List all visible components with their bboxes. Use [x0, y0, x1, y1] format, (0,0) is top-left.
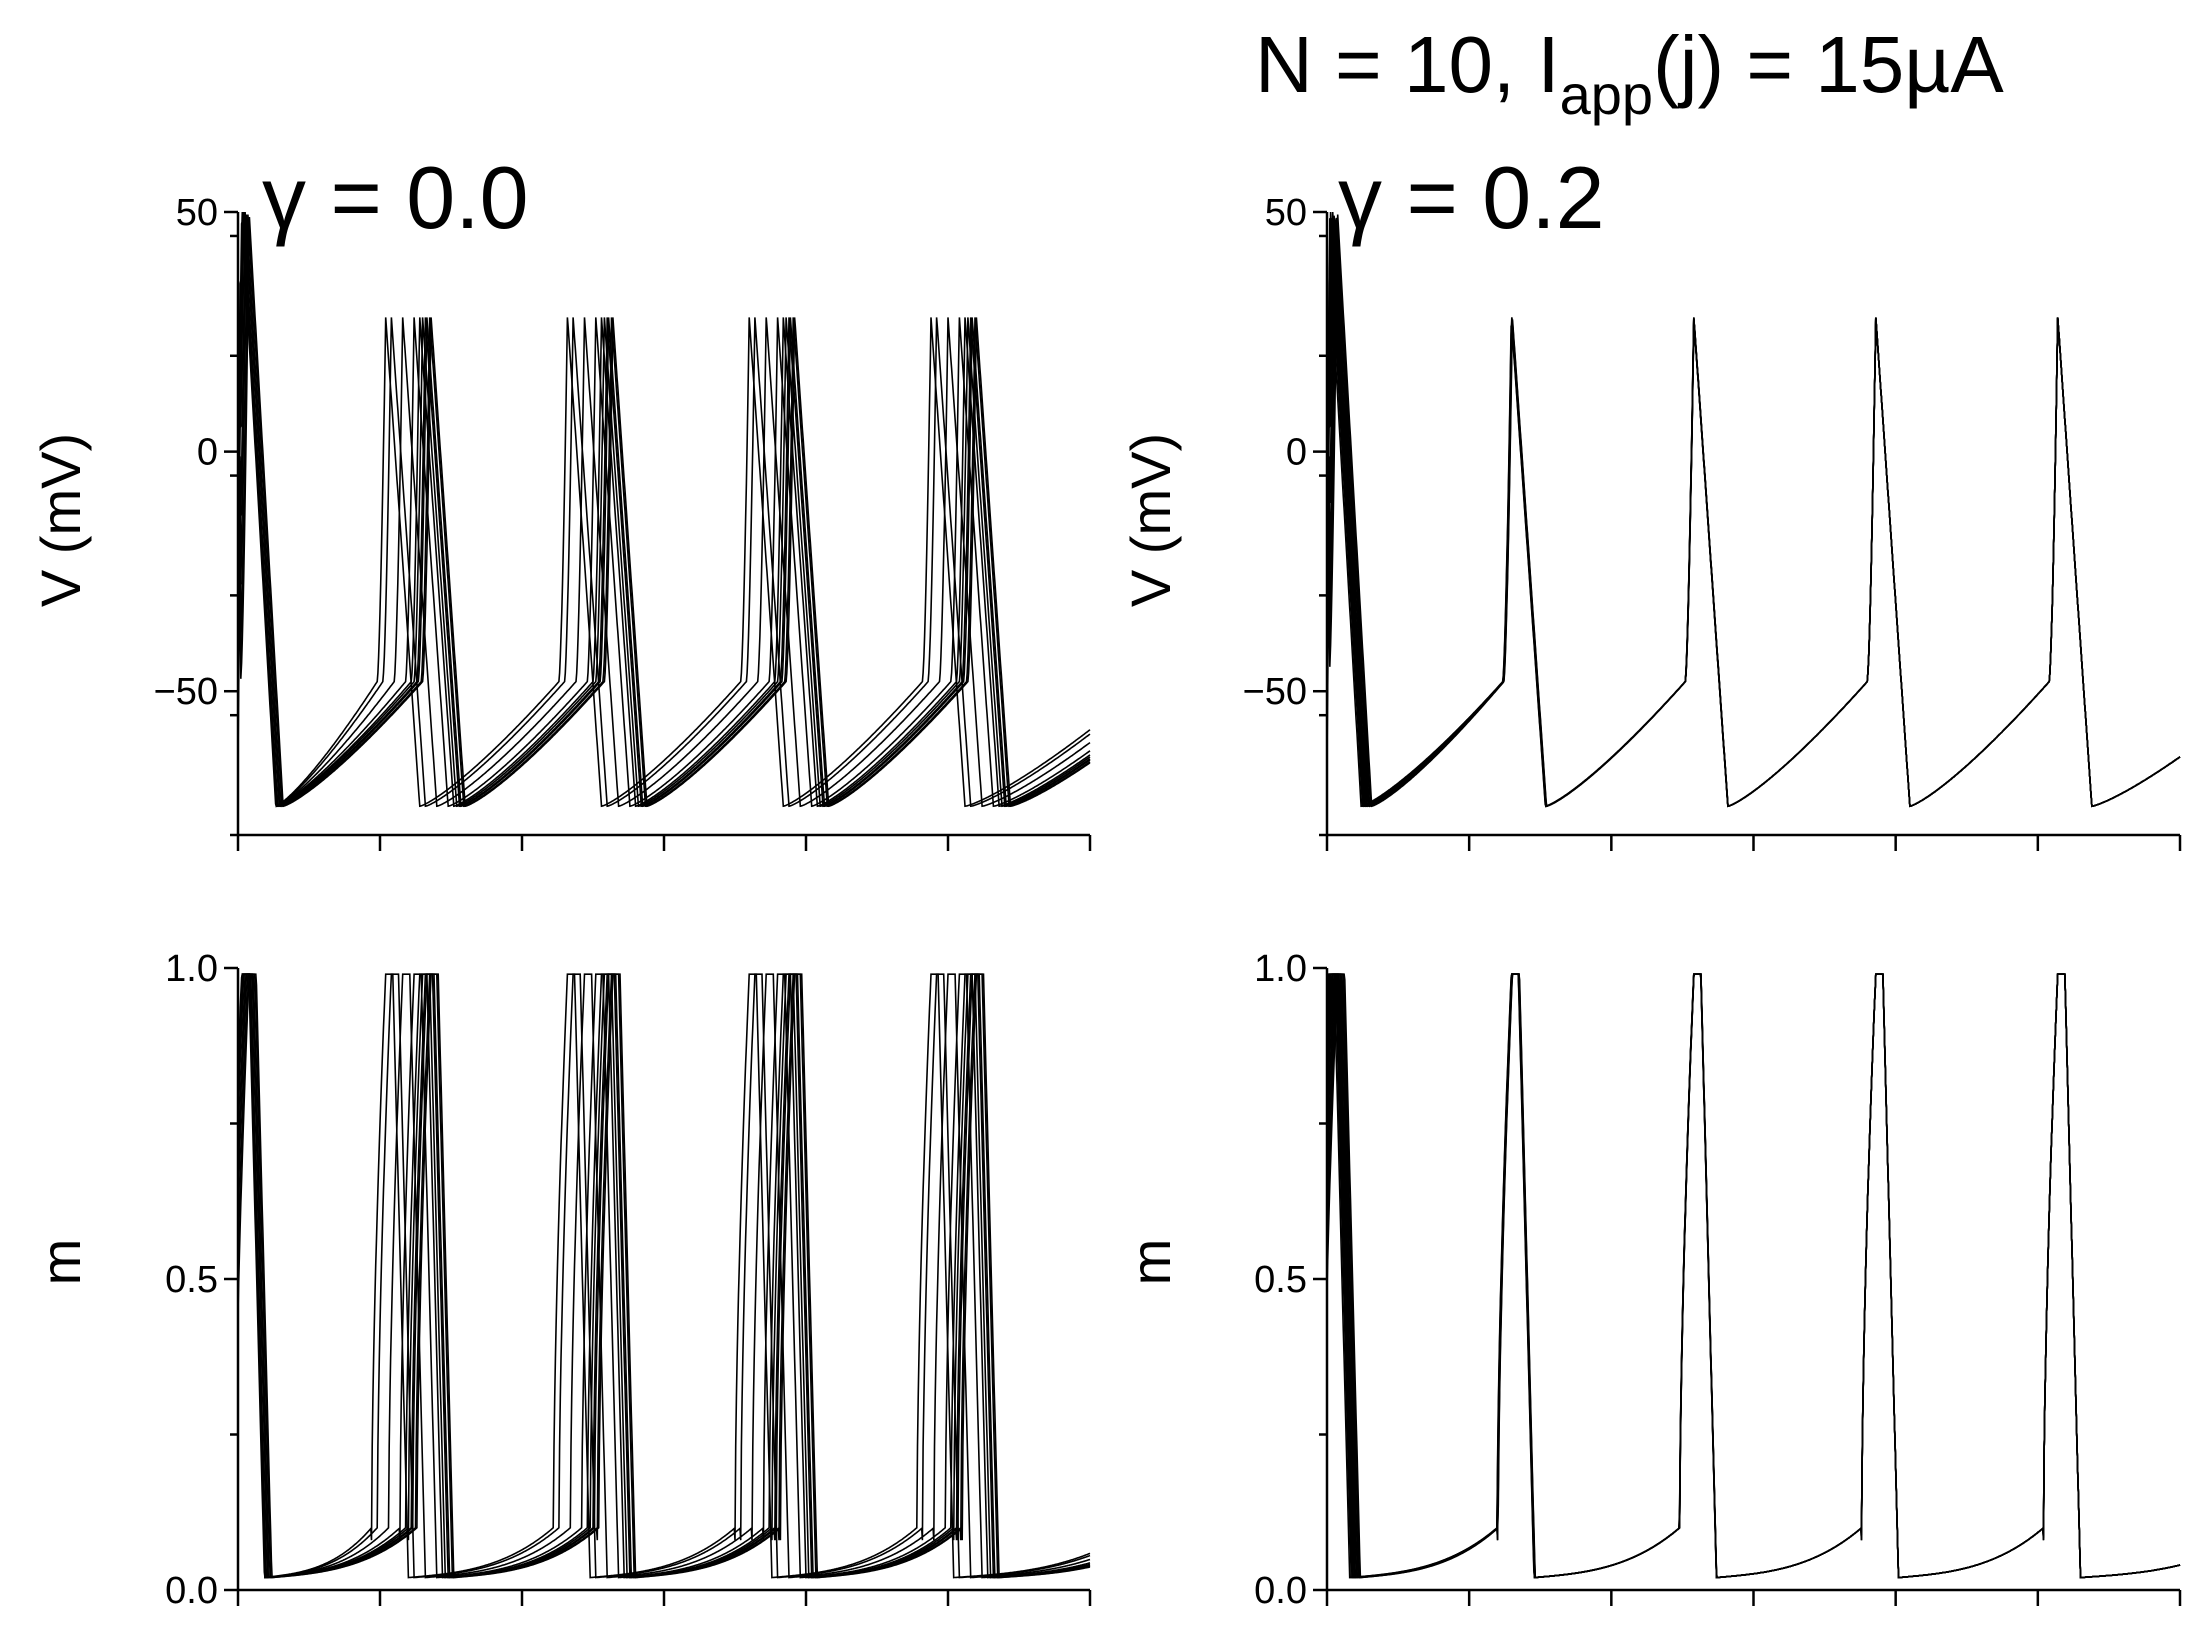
trace-group [237, 973, 1091, 1579]
trace-group [237, 211, 1091, 808]
neuron-trace-4 [237, 973, 1091, 1579]
y-tick-label: 1.0 [165, 948, 218, 990]
neuron-trace-7 [1326, 973, 2181, 1579]
neuron-trace-3 [1326, 973, 2181, 1579]
neuron-trace-4 [1326, 211, 2181, 808]
neuron-trace-4 [1326, 973, 2181, 1579]
neuron-trace-7 [237, 211, 1091, 808]
y-tick-label: 0.0 [165, 1570, 218, 1612]
panel-label-gamma: γ = 0.2 [1338, 148, 1605, 247]
y-tick-labels: 50 0 −50 [154, 192, 218, 713]
gating-panel-left: m 1.0 0.5 0.0 [29, 948, 1092, 1612]
y-tick-label: −50 [154, 671, 218, 713]
neuron-trace-3 [1326, 218, 2181, 808]
trace-group [1326, 973, 2181, 1579]
y-tick-label: 0 [1286, 432, 1307, 474]
figure-title-subscript: app [1560, 63, 1653, 126]
neuron-trace-1 [1326, 261, 2181, 808]
figure-title-main: N = 10, I [1255, 20, 1560, 109]
neuron-trace-10 [237, 216, 1091, 808]
neuron-trace-8 [1326, 973, 2181, 1579]
voltage-panel-right: γ = 0.2 V (mV) 50 0 −50 [1119, 148, 2182, 851]
neuron-trace-3 [237, 211, 1091, 808]
y-tick-label: 0.0 [1254, 1570, 1307, 1612]
neuron-trace-6 [237, 211, 1091, 808]
neuron-trace-9 [1326, 217, 2181, 808]
axes [1313, 966, 2182, 1606]
neuron-trace-8 [237, 214, 1091, 808]
y-tick-labels: 1.0 0.5 0.0 [165, 948, 218, 1612]
y-axis-title: V (mV) [29, 433, 92, 607]
y-tick-label: 50 [176, 192, 218, 234]
y-axis-title: V (mV) [1119, 433, 1182, 607]
y-tick-label: 1.0 [1254, 948, 1307, 990]
neuron-trace-10 [237, 973, 1091, 1579]
neuron-trace-2 [237, 211, 1091, 808]
neuron-trace-9 [1326, 973, 2181, 1579]
axes [224, 966, 1092, 1606]
figure-title: N = 10, Iapp(j) = 15µA [1255, 20, 2004, 126]
y-tick-labels: 1.0 0.5 0.0 [1254, 948, 1307, 1612]
y-axis-title: m [1119, 1239, 1182, 1286]
axes [224, 210, 1092, 851]
neuron-trace-7 [1326, 215, 2181, 808]
neuron-trace-6 [1326, 211, 2181, 808]
neuron-trace-10 [1326, 214, 2181, 808]
neuron-trace-3 [237, 973, 1091, 1579]
y-tick-label: 0.5 [1254, 1259, 1307, 1301]
panel-label-gamma: γ = 0.0 [262, 148, 529, 247]
neuron-trace-2 [1326, 973, 2181, 1579]
y-tick-labels: 50 0 −50 [1243, 192, 1307, 713]
trace-group [1326, 211, 2181, 808]
neuron-trace-8 [1326, 219, 2181, 808]
neuron-trace-5 [237, 214, 1091, 808]
neuron-trace-5 [1326, 218, 2181, 808]
neuron-trace-6 [1326, 973, 2181, 1579]
neuron-trace-2 [237, 973, 1091, 1579]
neuron-trace-2 [1326, 236, 2181, 808]
y-tick-label: 0.5 [165, 1259, 218, 1301]
axes [1313, 210, 2182, 851]
y-tick-label: 0 [197, 432, 218, 474]
y-axis-title: m [29, 1239, 92, 1286]
y-tick-label: 50 [1265, 192, 1307, 234]
neuron-trace-1 [237, 221, 1091, 808]
y-tick-label: −50 [1243, 671, 1307, 713]
gating-panel-right: m 1.0 0.5 0.0 [1119, 948, 2182, 1612]
figure-title-rest: (j) = 15µA [1653, 20, 2004, 109]
neuron-trace-5 [1326, 973, 2181, 1579]
neuron-trace-1 [1327, 973, 2181, 1579]
neuron-trace-4 [237, 211, 1091, 808]
voltage-panel-left: γ = 0.0 V (mV) 50 0 −50 [29, 148, 1092, 851]
neuron-trace-10 [1326, 973, 2181, 1579]
